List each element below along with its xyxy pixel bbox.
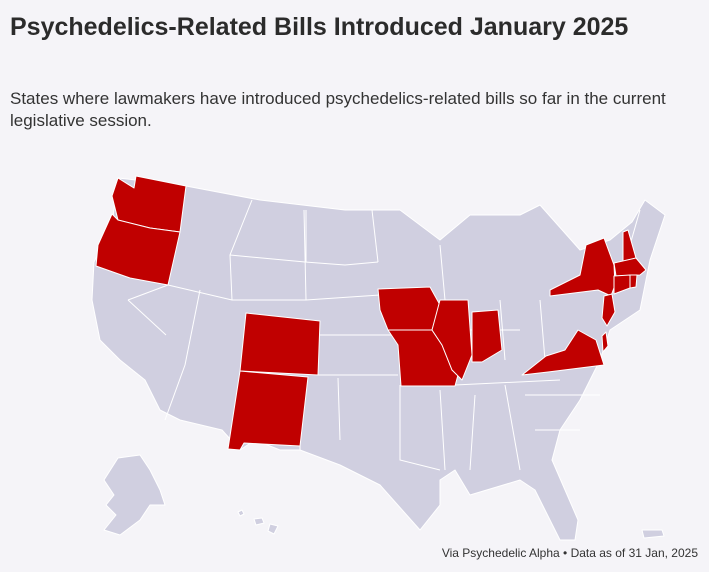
state-new-jersey xyxy=(601,293,616,327)
state-iowa xyxy=(377,286,441,331)
state-new-york xyxy=(549,237,616,297)
territory-puerto-rico xyxy=(641,529,665,539)
state-borders xyxy=(127,185,641,471)
state-oregon xyxy=(95,213,181,286)
state-indiana xyxy=(471,309,503,363)
map-title: Psychedelics-Related Bills Introduced Ja… xyxy=(10,13,629,41)
state-alaska xyxy=(103,454,166,536)
state-illinois xyxy=(431,299,473,381)
map-subtitle: States where lawmakers have introduced p… xyxy=(10,89,666,130)
state-hawaii xyxy=(237,509,245,517)
source-note: Via Psychedelic Alpha • Data as of 31 Ja… xyxy=(441,546,698,560)
state-hawaii-3 xyxy=(267,523,279,535)
us-mainland-base xyxy=(91,177,666,541)
state-maryland xyxy=(601,331,609,353)
state-new-mexico xyxy=(227,370,309,451)
state-colorado xyxy=(239,312,321,376)
state-virginia xyxy=(521,329,605,376)
state-massachusetts xyxy=(613,257,647,277)
state-rhode-island xyxy=(629,274,638,289)
us-states-map xyxy=(91,175,666,541)
state-hawaii-2 xyxy=(253,517,265,526)
